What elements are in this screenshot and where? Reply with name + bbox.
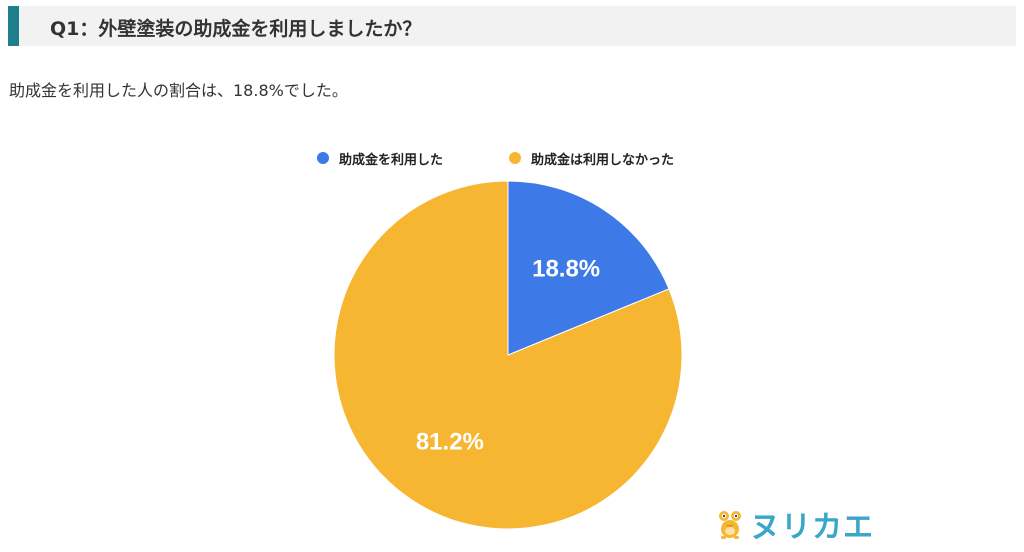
header-accent-bar: [8, 6, 19, 46]
frog-mascot-icon: [719, 511, 741, 539]
pie-label-not-used: 81.2%: [416, 429, 484, 456]
brand-logo-text: ヌリカエ: [750, 510, 874, 545]
chart-legend: 助成金を利用した 助成金は利用しなかった: [0, 148, 1024, 168]
brand-logo: ヌリカエ: [716, 506, 874, 545]
legend-item-used: 助成金を利用した: [317, 148, 443, 168]
pie-label-used: 18.8%: [532, 255, 600, 282]
legend-label-not-used: 助成金は利用しなかった: [531, 152, 675, 168]
legend-item-not-used: 助成金は利用しなかった: [509, 148, 674, 168]
question-header: Q1：外壁塗装の助成金を利用しましたか？: [8, 6, 1016, 46]
question-title: Q1：外壁塗装の助成金を利用しましたか？: [50, 18, 422, 40]
pie-slice-used: [507, 180, 670, 356]
pie-slice-not-used: [333, 180, 683, 530]
legend-swatch-used: [317, 152, 329, 164]
legend-swatch-not-used: [509, 152, 521, 164]
legend-label-used: 助成金を利用した: [339, 152, 444, 168]
result-summary: 助成金を利用した人の割合は、18.8%でした。: [9, 81, 348, 100]
